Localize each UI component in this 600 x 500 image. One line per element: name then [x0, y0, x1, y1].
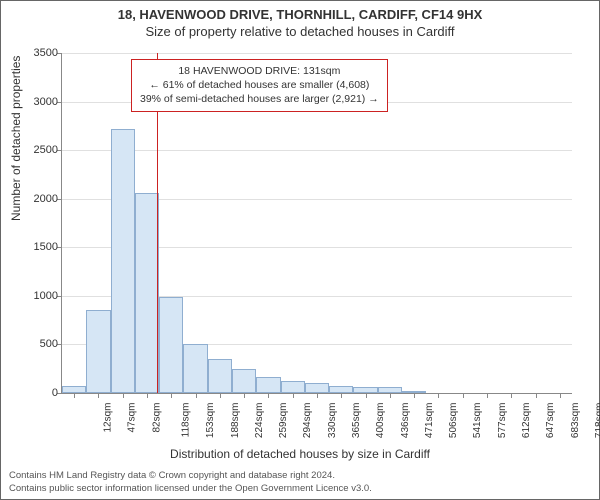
histogram-bar [208, 359, 232, 393]
xtick-mark [341, 393, 342, 398]
grid-line [62, 53, 572, 54]
ytick-label: 0 [18, 387, 58, 399]
x-axis-label: Distribution of detached houses by size … [1, 447, 599, 461]
xtick-label: 718sqm [594, 403, 600, 439]
xtick-label: 47sqm [127, 403, 138, 433]
chart-plot-area: 050010001500200025003000350012sqm47sqm82… [61, 53, 571, 393]
annotation-box: 18 HAVENWOOD DRIVE: 131sqm ← 61% of deta… [131, 59, 388, 112]
xtick-mark [123, 393, 124, 398]
xtick-mark [536, 393, 537, 398]
histogram-bar [183, 344, 207, 393]
histogram-bar [281, 381, 305, 393]
xtick-label: 224sqm [254, 403, 265, 439]
xtick-mark [268, 393, 269, 398]
xtick-label: 541sqm [473, 403, 484, 439]
attribution-line1: Contains HM Land Registry data © Crown c… [9, 470, 372, 482]
xtick-label: 294sqm [303, 403, 314, 439]
xtick-mark [511, 393, 512, 398]
attribution-line2: Contains public sector information licen… [9, 483, 372, 495]
xtick-mark [171, 393, 172, 398]
annotation-line3: 39% of semi-detached houses are larger (… [140, 92, 379, 106]
ytick-label: 500 [18, 338, 58, 350]
xtick-mark [390, 393, 391, 398]
chart-title-main: 18, HAVENWOOD DRIVE, THORNHILL, CARDIFF,… [1, 7, 599, 22]
histogram-bar [86, 310, 110, 393]
histogram-bar [62, 386, 86, 393]
grid-line [62, 150, 572, 151]
attribution-text: Contains HM Land Registry data © Crown c… [9, 470, 372, 495]
ytick-label: 2000 [18, 193, 58, 205]
ytick-label: 1500 [18, 241, 58, 253]
xtick-label: 506sqm [448, 403, 459, 439]
xtick-mark [366, 393, 367, 398]
annotation-line2: ← 61% of detached houses are smaller (4,… [140, 78, 379, 92]
xtick-mark [74, 393, 75, 398]
chart-container: 18, HAVENWOOD DRIVE, THORNHILL, CARDIFF,… [0, 0, 600, 500]
xtick-label: 400sqm [375, 403, 386, 439]
histogram-bar [256, 377, 280, 394]
ytick-label: 3000 [18, 96, 58, 108]
xtick-mark [98, 393, 99, 398]
xtick-mark [487, 393, 488, 398]
xtick-label: 12sqm [103, 403, 114, 433]
chart-title-sub: Size of property relative to detached ho… [1, 24, 599, 39]
ytick-label: 2500 [18, 144, 58, 156]
histogram-bar [232, 369, 256, 393]
xtick-label: 118sqm [180, 403, 191, 438]
xtick-label: 330sqm [327, 403, 338, 439]
histogram-bar [329, 386, 353, 393]
xtick-mark [438, 393, 439, 398]
xtick-mark [414, 393, 415, 398]
xtick-mark [196, 393, 197, 398]
xtick-label: 153sqm [205, 403, 216, 439]
xtick-mark [463, 393, 464, 398]
xtick-label: 683sqm [570, 403, 581, 439]
histogram-bar [305, 383, 329, 393]
xtick-label: 577sqm [497, 403, 508, 439]
xtick-mark [220, 393, 221, 398]
xtick-label: 612sqm [521, 403, 532, 439]
xtick-label: 259sqm [278, 403, 289, 439]
xtick-mark [244, 393, 245, 398]
ytick-label: 1000 [18, 290, 58, 302]
xtick-mark [147, 393, 148, 398]
xtick-label: 365sqm [351, 403, 362, 439]
xtick-label: 471sqm [424, 403, 435, 439]
xtick-label: 436sqm [400, 403, 411, 439]
ytick-label: 3500 [18, 47, 58, 59]
xtick-mark [317, 393, 318, 398]
xtick-label: 647sqm [545, 403, 556, 439]
xtick-label: 82sqm [151, 403, 162, 433]
histogram-bar [135, 193, 159, 393]
histogram-bar [159, 297, 183, 393]
xtick-mark [293, 393, 294, 398]
xtick-label: 188sqm [230, 403, 241, 439]
xtick-mark [560, 393, 561, 398]
histogram-bar [111, 129, 135, 393]
annotation-line1: 18 HAVENWOOD DRIVE: 131sqm [140, 64, 379, 78]
